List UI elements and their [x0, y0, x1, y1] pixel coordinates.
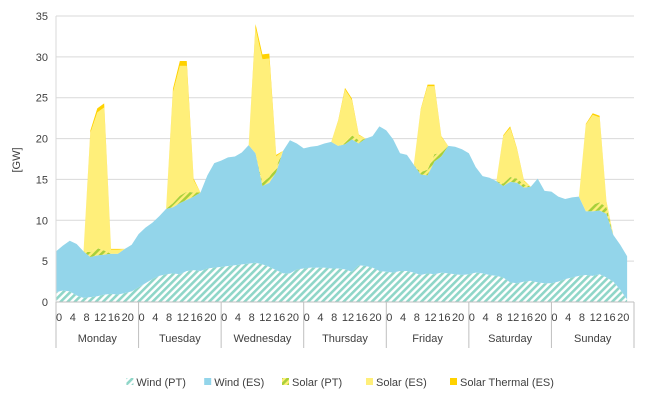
x-tick-label: 16 [108, 312, 120, 324]
x-tick-label: 12 [342, 312, 354, 324]
x-tick-label: 0 [386, 312, 392, 324]
legend-label: Solar (ES) [376, 377, 427, 389]
x-axis-hour-ticks: 0 4 8 12 16 20 0 4 8 12 16 20 0 4 8 12 16 20 0 4 8 12 16 20 0 4 8 1… [56, 312, 629, 324]
legend-swatch [204, 378, 212, 385]
y-axis-label: [GW] [11, 147, 23, 172]
x-tick-label: 8 [496, 312, 502, 324]
legend-label: Wind (PT) [136, 377, 186, 389]
x-tick-label: 20 [287, 312, 299, 324]
series-area-4 [56, 28, 628, 257]
x-tick-label: 20 [535, 312, 547, 324]
x-tick-label: 4 [565, 312, 571, 324]
day-label: Monday [78, 333, 118, 345]
series-area-2 [56, 126, 628, 300]
x-tick-label: 8 [166, 312, 172, 324]
x-tick-label: 8 [83, 312, 89, 324]
x-tick-label: 4 [317, 312, 323, 324]
x-tick-label: 16 [438, 312, 450, 324]
x-tick-label: 20 [452, 312, 464, 324]
x-tick-label: 8 [249, 312, 255, 324]
y-tick-label: 20 [36, 134, 48, 146]
day-label: Saturday [488, 333, 533, 345]
series-area-1 [56, 262, 628, 302]
x-tick-label: 20 [617, 312, 629, 324]
y-tick-label: 30 [36, 52, 48, 64]
x-tick-label: 0 [139, 312, 145, 324]
x-tick-label: 0 [469, 312, 475, 324]
x-tick-label: 20 [122, 312, 134, 324]
x-tick-label: 8 [331, 312, 337, 324]
y-tick-label: 25 [36, 93, 48, 105]
y-tick-label: 10 [36, 215, 48, 227]
legend-swatch [282, 378, 289, 385]
x-tick-label: 4 [152, 312, 158, 324]
x-tick-label: 16 [603, 312, 615, 324]
axes [55, 16, 635, 348]
day-label: Thursday [322, 333, 368, 345]
x-tick-label: 12 [424, 312, 436, 324]
x-tick-label: 20 [204, 312, 216, 324]
x-tick-label: 12 [590, 312, 602, 324]
x-tick-label: 0 [304, 312, 310, 324]
x-tick-label: 4 [400, 312, 406, 324]
legend-swatch [450, 378, 457, 385]
legend-label: Wind (ES) [214, 377, 264, 389]
x-tick-label: 12 [259, 312, 271, 324]
x-tick-label: 8 [579, 312, 585, 324]
x-tick-label: 8 [414, 312, 420, 324]
y-tick-label: 0 [42, 297, 48, 309]
x-tick-label: 0 [221, 312, 227, 324]
x-tick-label: 4 [483, 312, 489, 324]
legend-label: Solar (PT) [292, 377, 342, 389]
x-tick-label: 16 [273, 312, 285, 324]
x-tick-label: 0 [551, 312, 557, 324]
x-tick-label: 4 [235, 312, 241, 324]
day-label: Sunday [574, 333, 612, 345]
y-axis-ticks: 0 5 10 15 20 25 30 35 [36, 11, 48, 309]
y-tick-label: 15 [36, 174, 48, 186]
day-label: Tuesday [159, 333, 201, 345]
x-tick-label: 12 [177, 312, 189, 324]
series-areas [56, 24, 628, 302]
legend-swatch [366, 378, 373, 385]
legend-label: Solar Thermal (ES) [460, 377, 554, 389]
legend: Wind (PT) Wind (ES) Solar (PT) Solar (ES) So… [126, 377, 554, 389]
x-tick-label: 0 [56, 312, 62, 324]
y-tick-label: 5 [42, 256, 48, 268]
y-tick-label: 35 [36, 11, 48, 23]
x-tick-label: 16 [356, 312, 368, 324]
legend-swatch [126, 378, 134, 385]
x-tick-label: 20 [369, 312, 381, 324]
x-tick-label: 16 [521, 312, 533, 324]
x-tick-label: 4 [70, 312, 76, 324]
x-tick-label: 12 [507, 312, 519, 324]
x-tick-label: 12 [94, 312, 106, 324]
day-label: Friday [412, 333, 443, 345]
x-tick-label: 16 [190, 312, 202, 324]
day-label: Wednesday [233, 333, 291, 345]
x-axis-day-labels: Monday Tuesday Wednesday Thursday Friday Satu… [78, 333, 612, 345]
